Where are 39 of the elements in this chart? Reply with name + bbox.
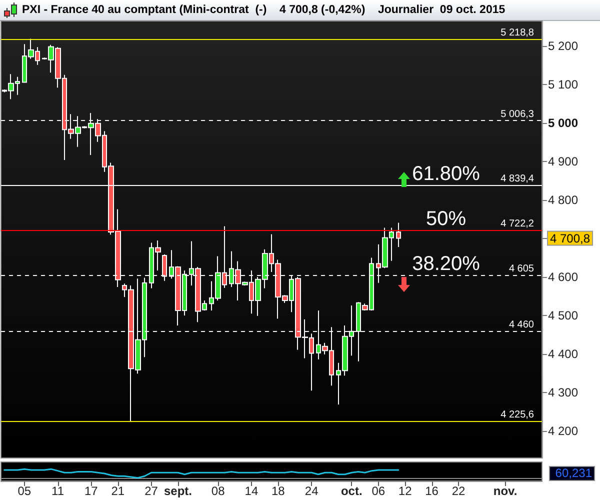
x-tick-label: 12 [398, 484, 412, 498]
x-tick-label: nov. [493, 484, 518, 498]
annotation: 38.20% [412, 253, 480, 276]
y-tick-label: 5 200 [548, 39, 578, 54]
y-tick-label: 4 400 [548, 347, 578, 362]
x-tick-label: 24 [304, 484, 319, 498]
x-tick-label: 11 [52, 484, 64, 498]
ref-line-label: 5 006,3 [500, 109, 534, 120]
annotation: 50% [426, 208, 466, 230]
ref-line-label: 4 460 [508, 319, 534, 330]
x-tick-label: sept. [164, 484, 192, 498]
x-tick-label: 06 [372, 484, 386, 498]
ref-line-label: 5 218,8 [500, 27, 534, 38]
chart-title: PXI - France 40 au comptant (Mini-contrat (-) 4 700,8 (-0,42%) Journalier 09 oct. 2015 [22, 3, 506, 18]
y-tick-label: 4 600 [548, 270, 578, 284]
ref-line-label: 4 605 [508, 264, 534, 275]
x-tick-label: 27 [144, 484, 158, 498]
annotation: 61.80% [412, 162, 480, 185]
y-tick-label: 4 900 [548, 154, 578, 169]
x-tick-label: 08 [211, 484, 226, 498]
x-tick-label: 14 [244, 484, 258, 498]
ref-line-label: 4 722,2 [500, 218, 534, 230]
text: 60,231 [549, 466, 595, 481]
y-tick-label: 4 500 [548, 308, 578, 323]
y-tick-label: 4 300 [548, 386, 578, 400]
x-tick-label: 05 [18, 484, 32, 498]
x-tick-label: 17 [84, 484, 98, 498]
y-tick-label: 4 200 [548, 424, 578, 438]
y-tick-label: 4 800 [548, 193, 578, 208]
ref-line-label: 4 839,4 [500, 173, 534, 184]
y-tick-label: 4 700,8 [550, 232, 590, 246]
x-tick-label: 22 [452, 484, 466, 498]
x-tick-label: 18 [272, 484, 286, 498]
y-tick-label: 5 000 [548, 116, 578, 130]
ref-line-label: 4 225,6 [500, 410, 534, 421]
y-tick-label: 5 100 [548, 78, 578, 92]
x-tick-label: 21 [111, 484, 125, 498]
x-tick-label: 16 [425, 484, 439, 498]
x-tick-label: oct. [340, 484, 362, 498]
